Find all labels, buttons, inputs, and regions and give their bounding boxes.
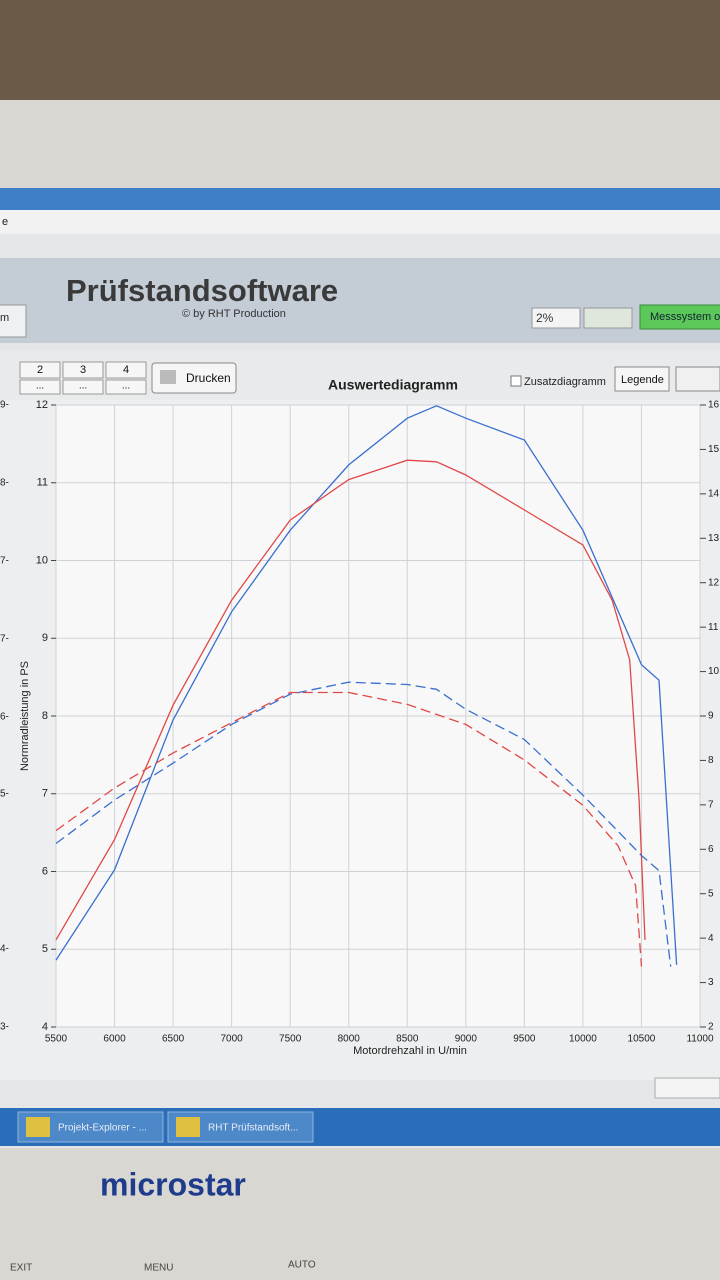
menu-item[interactable]: e <box>2 216 8 228</box>
page-button-label[interactable]: 3 <box>80 364 86 376</box>
tool-button[interactable] <box>675 366 720 392</box>
x-tick-label: 5500 <box>45 1034 68 1045</box>
page-more-button[interactable] <box>62 379 104 395</box>
y-axis-label: Normradleistung in PS <box>19 661 31 771</box>
series-line <box>55 691 643 967</box>
page-more-label[interactable]: ... <box>122 381 130 392</box>
series-line <box>55 405 678 965</box>
progress-box <box>531 307 581 329</box>
y2-tick-label: 8 <box>708 755 714 766</box>
y2-tick-label: 5 <box>708 888 714 899</box>
x-tick-label: 8500 <box>396 1034 419 1045</box>
app-header <box>0 258 720 343</box>
y2-tick-label: 13 <box>708 533 720 544</box>
y-tick-label: 9 <box>42 632 48 644</box>
page-more-button[interactable] <box>19 379 61 395</box>
outer-axis-label: 9- <box>0 400 9 411</box>
task-icon <box>176 1117 200 1137</box>
series-line <box>55 459 646 941</box>
y2-tick-label: 2 <box>708 1022 714 1033</box>
chart: 5500 6000 6500 7000 7500 8000 8500 9000 9500 1000… <box>0 399 720 1045</box>
x-tick-label: 11000 <box>686 1034 714 1045</box>
y2-tick-label: 15 <box>708 444 720 455</box>
tab[interactable] <box>0 304 27 338</box>
progress-text: 2% <box>536 311 554 325</box>
page-more-label[interactable]: ... <box>79 381 87 392</box>
y2-tick-label: 14 <box>708 488 720 499</box>
monitor-button[interactable]: MENU <box>144 1263 173 1274</box>
outer-axis-label: 5- <box>0 789 9 800</box>
print-label[interactable]: Drucken <box>186 371 231 385</box>
print-icon <box>160 370 176 384</box>
outer-axis-label: 7- <box>0 634 9 645</box>
legend-label[interactable]: Legende <box>621 374 664 386</box>
x-tick-label: 10500 <box>628 1034 656 1045</box>
status-indicator <box>639 304 720 330</box>
progress-bar <box>583 307 633 329</box>
outer-axis-label: 4- <box>0 944 9 955</box>
y-tick-label: 6 <box>42 865 48 877</box>
diagram-title: Auswertediagramm <box>328 377 458 393</box>
series-line <box>55 681 672 967</box>
extra-checkbox[interactable] <box>510 375 522 387</box>
x-tick-label: 10000 <box>569 1034 597 1045</box>
close-button[interactable] <box>654 1077 720 1099</box>
y-tick-label: 7 <box>42 788 48 800</box>
tab-label[interactable]: m <box>0 312 9 324</box>
x-tick-label: 8000 <box>338 1034 361 1045</box>
y2-tick-label: 10 <box>708 666 720 677</box>
task-icon <box>26 1117 50 1137</box>
app-title: Prüfstandsoftware <box>66 273 338 308</box>
x-tick-label: 7000 <box>221 1034 244 1045</box>
y-tick-label: 5 <box>42 943 48 955</box>
y-tick-label: 10 <box>36 554 48 566</box>
outer-axis-label: 8- <box>0 478 9 489</box>
monitor-brand: microstar <box>100 1166 246 1202</box>
x-tick-label: 9500 <box>513 1034 536 1045</box>
legend-button[interactable] <box>614 366 670 392</box>
monitor-button[interactable]: AUTO <box>288 1260 316 1271</box>
page-button[interactable] <box>105 361 147 379</box>
page-more-button[interactable] <box>105 379 147 395</box>
window-titlebar <box>0 188 720 210</box>
y2-tick-label: 6 <box>708 844 714 855</box>
outer-axis-label: 6- <box>0 712 9 723</box>
outer-axis-label: 3- <box>0 1022 9 1033</box>
y2-tick-label: 7 <box>708 799 714 810</box>
x-tick-label: 9000 <box>455 1034 478 1045</box>
task-item-label[interactable]: Projekt-Explorer - ... <box>58 1123 147 1134</box>
ceiling <box>0 0 720 100</box>
y2-tick-label: 11 <box>708 622 719 633</box>
y2-tick-label: 16 <box>708 400 720 411</box>
page-button[interactable] <box>19 361 61 379</box>
page-button-label[interactable]: 2 <box>37 364 43 376</box>
y-tick-label: 4 <box>42 1021 48 1033</box>
y2-tick-label: 4 <box>708 933 714 944</box>
outer-axis-label: 7- <box>0 556 9 567</box>
monitor-button[interactable]: EXIT <box>10 1263 32 1274</box>
y-tick-label: 11 <box>37 477 48 489</box>
app-credit: © by RHT Production <box>182 308 286 320</box>
y-tick-label: 8 <box>42 710 48 722</box>
extra-label[interactable]: Zusatzdiagramm <box>524 376 606 388</box>
y2-tick-label: 9 <box>708 711 714 722</box>
menu-bar <box>0 210 720 234</box>
page-buttons: 2 3 4......... <box>19 361 147 395</box>
page-button-label[interactable]: 4 <box>123 364 129 376</box>
x-tick-label: 6000 <box>103 1034 126 1045</box>
page-more-label[interactable]: ... <box>36 381 44 392</box>
task-item-label[interactable]: RHT Prüfstandsoft... <box>208 1123 298 1134</box>
page-button[interactable] <box>62 361 104 379</box>
x-tick-label: 7500 <box>279 1034 302 1045</box>
status-text: Messsystem o <box>650 311 720 323</box>
y2-tick-label: 12 <box>708 577 720 588</box>
x-axis-label: Motordrehzahl in U/min <box>353 1045 467 1057</box>
y-tick-label: 12 <box>36 399 48 411</box>
x-tick-label: 6500 <box>162 1034 185 1045</box>
y2-tick-label: 3 <box>708 977 714 988</box>
